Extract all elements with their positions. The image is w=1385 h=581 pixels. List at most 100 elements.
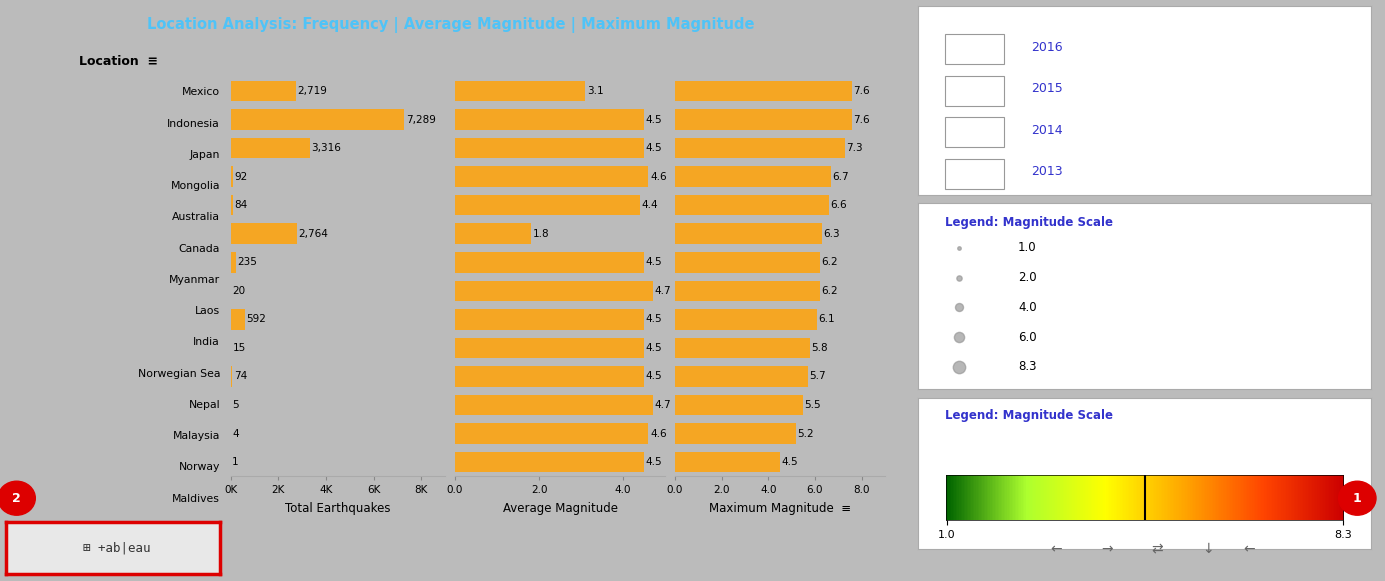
- Bar: [674, 224, 821, 244]
- Bar: [454, 394, 652, 415]
- Bar: [454, 424, 648, 444]
- Text: 5: 5: [233, 400, 238, 410]
- Bar: [454, 252, 644, 272]
- Text: 2.0: 2.0: [1018, 271, 1036, 284]
- Text: 4.4: 4.4: [641, 200, 658, 210]
- Text: 7.6: 7.6: [853, 114, 870, 124]
- Bar: [231, 252, 237, 272]
- Text: 235: 235: [238, 257, 258, 267]
- Bar: [454, 309, 644, 329]
- Point: [947, 243, 969, 253]
- Text: Laos: Laos: [195, 306, 220, 316]
- Text: 4.5: 4.5: [781, 457, 798, 467]
- Text: Mongolia: Mongolia: [170, 181, 220, 191]
- FancyBboxPatch shape: [946, 159, 1004, 189]
- Text: 1.8: 1.8: [532, 229, 548, 239]
- FancyBboxPatch shape: [946, 117, 1004, 148]
- Point: [947, 303, 969, 312]
- Bar: [674, 394, 803, 415]
- Text: 4.0: 4.0: [1018, 301, 1036, 314]
- Text: 6.2: 6.2: [821, 257, 838, 267]
- Text: ←: ←: [1244, 542, 1255, 556]
- Text: 3,316: 3,316: [312, 143, 341, 153]
- Bar: [454, 138, 644, 159]
- Text: 7.3: 7.3: [846, 143, 863, 153]
- Text: 4.5: 4.5: [645, 314, 662, 324]
- Text: ⊞ +ab|eau: ⊞ +ab|eau: [83, 541, 151, 554]
- Text: 5.7: 5.7: [809, 371, 825, 382]
- Text: 6.3: 6.3: [823, 229, 839, 239]
- Text: 2,719: 2,719: [296, 86, 327, 96]
- Text: ←: ←: [1050, 542, 1061, 556]
- Bar: [674, 138, 845, 159]
- Bar: [231, 195, 233, 216]
- Bar: [674, 309, 817, 329]
- Text: 592: 592: [247, 314, 266, 324]
- Text: 5.2: 5.2: [798, 429, 814, 439]
- Text: 4.7: 4.7: [654, 400, 670, 410]
- Text: 2: 2: [12, 492, 21, 505]
- Text: ↓: ↓: [1202, 542, 1215, 556]
- FancyBboxPatch shape: [946, 34, 1004, 64]
- Bar: [674, 338, 810, 358]
- Bar: [674, 81, 852, 101]
- Bar: [231, 309, 245, 329]
- Bar: [674, 252, 820, 272]
- Text: Norway: Norway: [179, 462, 220, 472]
- FancyBboxPatch shape: [946, 76, 1004, 106]
- Text: 6.7: 6.7: [832, 171, 849, 182]
- Text: 4.5: 4.5: [645, 257, 662, 267]
- Text: 7.6: 7.6: [853, 86, 870, 96]
- Circle shape: [1338, 481, 1375, 515]
- Bar: [674, 366, 807, 387]
- Text: Australia: Australia: [172, 212, 220, 223]
- Bar: [454, 452, 644, 472]
- Text: Location  ≡: Location ≡: [79, 55, 158, 68]
- Text: 15: 15: [233, 343, 245, 353]
- Text: Canada: Canada: [179, 243, 220, 253]
- Bar: [231, 109, 404, 130]
- Bar: [454, 338, 644, 358]
- Bar: [674, 109, 852, 130]
- Bar: [231, 81, 295, 101]
- X-axis label: Maximum Magnitude  ≡: Maximum Magnitude ≡: [709, 503, 850, 515]
- Text: 1.0: 1.0: [1018, 242, 1036, 254]
- Text: 4.5: 4.5: [645, 343, 662, 353]
- Text: Malaysia: Malaysia: [173, 431, 220, 441]
- Text: 8.3: 8.3: [1018, 360, 1036, 374]
- Text: Mexico: Mexico: [181, 87, 220, 97]
- Bar: [674, 166, 831, 187]
- Bar: [674, 281, 820, 301]
- Text: Legend: Magnitude Scale: Legend: Magnitude Scale: [946, 216, 1114, 229]
- Text: 2,764: 2,764: [298, 229, 328, 239]
- Point: [947, 363, 969, 372]
- Text: 92: 92: [234, 171, 248, 182]
- Text: 1: 1: [233, 457, 238, 467]
- Text: India: India: [194, 338, 220, 347]
- Text: Location Analysis: Frequency | Average Magnitude | Maximum Magnitude: Location Analysis: Frequency | Average M…: [147, 17, 755, 33]
- Text: 4.6: 4.6: [650, 429, 666, 439]
- Text: 2015: 2015: [1032, 83, 1064, 95]
- Text: 2016: 2016: [1032, 41, 1064, 54]
- Text: 4.5: 4.5: [645, 371, 662, 382]
- Text: 4.5: 4.5: [645, 143, 662, 153]
- Bar: [454, 224, 530, 244]
- X-axis label: Total Earthquakes: Total Earthquakes: [285, 503, 391, 515]
- Bar: [454, 109, 644, 130]
- Text: 4: 4: [233, 429, 238, 439]
- Text: 74: 74: [234, 371, 247, 382]
- Text: 2013: 2013: [1032, 166, 1064, 178]
- Point: [947, 332, 969, 342]
- Bar: [231, 366, 233, 387]
- Text: 6.0: 6.0: [1018, 331, 1036, 344]
- Text: Myanmar: Myanmar: [169, 275, 220, 285]
- Text: 4.7: 4.7: [654, 286, 670, 296]
- Point: [947, 273, 969, 282]
- Text: Legend: Magnitude Scale: Legend: Magnitude Scale: [946, 408, 1114, 422]
- Text: 5.5: 5.5: [805, 400, 821, 410]
- Text: 5.8: 5.8: [812, 343, 828, 353]
- Text: 2014: 2014: [1032, 124, 1064, 137]
- Text: Japan: Japan: [190, 150, 220, 160]
- Text: 84: 84: [234, 200, 248, 210]
- Bar: [454, 81, 586, 101]
